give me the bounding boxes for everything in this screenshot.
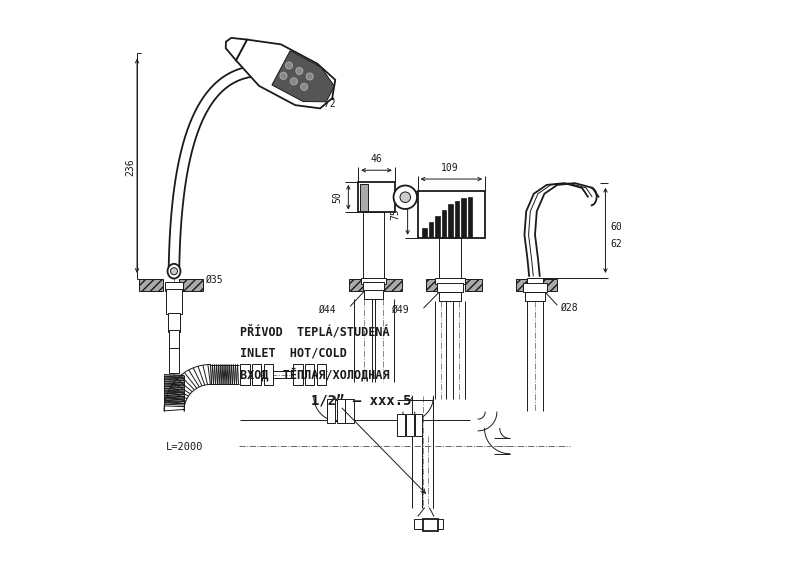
Bar bbox=[169, 348, 179, 373]
Text: 46: 46 bbox=[370, 154, 382, 164]
Circle shape bbox=[286, 62, 293, 69]
Text: PŘÍVOD  TEPLÁ/STUDENÁ: PŘÍVOD TEPLÁ/STUDENÁ bbox=[240, 325, 390, 338]
Polygon shape bbox=[236, 39, 335, 109]
Text: 236: 236 bbox=[125, 158, 135, 176]
Ellipse shape bbox=[167, 264, 181, 279]
Bar bbox=[525, 292, 545, 301]
Bar bbox=[423, 519, 438, 531]
Circle shape bbox=[296, 68, 303, 75]
Text: Ø49: Ø49 bbox=[391, 305, 409, 315]
Bar bbox=[430, 519, 443, 529]
Bar bbox=[465, 279, 482, 291]
Bar bbox=[394, 194, 406, 201]
Bar bbox=[264, 364, 274, 385]
Bar bbox=[414, 414, 422, 436]
Bar bbox=[364, 290, 383, 299]
Bar bbox=[178, 279, 203, 291]
Bar bbox=[166, 289, 182, 314]
Bar bbox=[418, 191, 485, 238]
Bar bbox=[384, 279, 402, 291]
Circle shape bbox=[400, 192, 410, 203]
Bar bbox=[438, 238, 461, 279]
Bar bbox=[358, 182, 394, 212]
Bar bbox=[252, 364, 262, 385]
Text: 1/2” – xxx.5: 1/2” – xxx.5 bbox=[310, 393, 411, 407]
Bar bbox=[138, 279, 163, 291]
Bar bbox=[523, 283, 546, 292]
Text: 50: 50 bbox=[333, 191, 342, 203]
Bar bbox=[406, 414, 414, 436]
Text: Ø35: Ø35 bbox=[205, 275, 222, 285]
Circle shape bbox=[306, 73, 314, 80]
Bar bbox=[167, 313, 181, 332]
Bar bbox=[363, 282, 384, 291]
Bar bbox=[240, 364, 250, 385]
Bar bbox=[169, 330, 179, 349]
Polygon shape bbox=[226, 38, 247, 60]
Polygon shape bbox=[272, 50, 334, 102]
Circle shape bbox=[301, 83, 308, 90]
Bar bbox=[429, 222, 434, 237]
Bar bbox=[305, 364, 314, 385]
Bar bbox=[516, 279, 530, 291]
Circle shape bbox=[290, 78, 298, 85]
Text: INLET  HOT/COLD: INLET HOT/COLD bbox=[240, 347, 347, 360]
Text: 60: 60 bbox=[610, 221, 622, 232]
Circle shape bbox=[280, 72, 287, 79]
Bar bbox=[346, 399, 354, 423]
Circle shape bbox=[394, 185, 417, 209]
Bar bbox=[435, 216, 440, 237]
Bar bbox=[426, 279, 444, 291]
Bar bbox=[397, 414, 405, 436]
Bar bbox=[527, 278, 542, 284]
Bar bbox=[293, 364, 302, 385]
Text: 109: 109 bbox=[441, 163, 458, 173]
Text: 75: 75 bbox=[390, 208, 400, 220]
Text: 62: 62 bbox=[610, 239, 622, 249]
Text: Ø44: Ø44 bbox=[318, 304, 335, 315]
Bar bbox=[448, 204, 453, 237]
Bar bbox=[542, 279, 558, 291]
Bar bbox=[317, 364, 326, 385]
Bar bbox=[326, 399, 335, 423]
Bar bbox=[349, 279, 366, 291]
Text: ВХОД  ТЁПЛАЯ/ХОЛОДНАЯ: ВХОД ТЁПЛАЯ/ХОЛОДНАЯ bbox=[240, 367, 390, 382]
Bar bbox=[438, 292, 461, 301]
Bar bbox=[467, 197, 472, 237]
Bar bbox=[454, 201, 459, 237]
Bar bbox=[422, 228, 427, 237]
Text: L=2000: L=2000 bbox=[166, 442, 204, 453]
Bar bbox=[435, 278, 465, 284]
Bar bbox=[361, 278, 386, 284]
Text: Ø72: Ø72 bbox=[318, 99, 335, 109]
Text: Ø28: Ø28 bbox=[560, 302, 578, 313]
Bar bbox=[363, 212, 384, 279]
Bar bbox=[461, 198, 466, 237]
Bar bbox=[337, 399, 345, 423]
Bar bbox=[437, 283, 463, 292]
Bar bbox=[360, 184, 368, 211]
Bar bbox=[442, 210, 446, 237]
Bar bbox=[165, 282, 183, 291]
Bar bbox=[414, 519, 427, 529]
Ellipse shape bbox=[170, 268, 178, 275]
